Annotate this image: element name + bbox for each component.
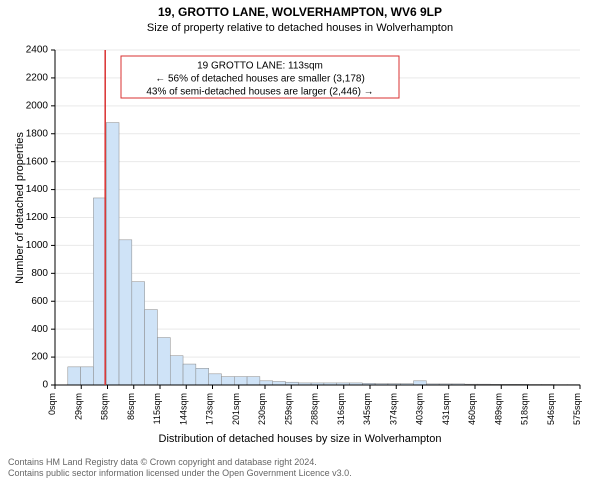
histogram-bar — [273, 382, 286, 385]
x-tick-label: 575sqm — [572, 393, 582, 425]
x-tick-label: 259sqm — [283, 393, 293, 425]
histogram-bar — [196, 368, 209, 385]
x-tick-label: 144sqm — [178, 393, 188, 425]
histogram-bar — [68, 367, 81, 385]
histogram-bar — [234, 377, 247, 385]
y-tick-label: 1000 — [26, 240, 49, 251]
x-tick-label: 58sqm — [100, 393, 110, 420]
footer-line-2: Contains public sector information licen… — [8, 468, 352, 479]
histogram-bar — [209, 374, 222, 385]
y-tick-label: 2400 — [26, 45, 49, 56]
histogram-bar — [81, 367, 94, 385]
x-tick-label: 546sqm — [546, 393, 556, 425]
histogram-bar — [260, 381, 273, 385]
y-tick-label: 1400 — [26, 184, 49, 195]
histogram-bar — [170, 356, 183, 385]
x-tick-label: 489sqm — [493, 393, 503, 425]
x-tick-label: 431sqm — [441, 393, 451, 425]
y-tick-label: 1800 — [26, 128, 49, 139]
x-tick-label: 0sqm — [47, 393, 57, 415]
histogram-bar — [93, 198, 106, 385]
x-tick-label: 460sqm — [467, 393, 477, 425]
histogram-bar — [247, 377, 260, 385]
x-tick-label: 201sqm — [231, 393, 241, 425]
x-tick-label: 29sqm — [73, 393, 83, 420]
x-tick-label: 173sqm — [205, 393, 215, 425]
histogram-bar — [221, 377, 234, 385]
annotation-line: ← 56% of detached houses are smaller (3,… — [155, 74, 365, 85]
x-tick-label: 316sqm — [336, 393, 346, 425]
annotation-line: 43% of semi-detached houses are larger (… — [146, 87, 373, 98]
chart-root: { "header": { "title": "19, GROTTO LANE,… — [0, 0, 600, 500]
histogram-bar — [119, 240, 132, 385]
x-tick-label: 86sqm — [126, 393, 136, 420]
y-tick-label: 400 — [31, 324, 48, 335]
histogram-bar — [183, 364, 196, 385]
x-tick-label: 403sqm — [415, 393, 425, 425]
x-tick-label: 115sqm — [152, 393, 162, 424]
footer-attribution: Contains HM Land Registry data © Crown c… — [8, 457, 352, 480]
x-tick-label: 230sqm — [257, 393, 267, 425]
annotation-line: 19 GROTTO LANE: 113sqm — [197, 61, 323, 72]
y-tick-label: 2000 — [26, 100, 49, 111]
histogram-bar — [414, 381, 427, 385]
x-tick-label: 374sqm — [388, 393, 398, 425]
x-tick-label: 345sqm — [362, 393, 372, 425]
y-tick-label: 1600 — [26, 156, 49, 167]
y-tick-label: 600 — [31, 296, 48, 307]
histogram-bar — [132, 282, 145, 385]
histogram-bar — [106, 123, 119, 385]
histogram-plot: 0 200 400 600 800 1000 1200 1400 1600 1800 2000 220… — [0, 0, 600, 500]
y-tick-label: 0 — [42, 380, 48, 391]
y-tick-label: 800 — [31, 268, 48, 279]
histogram-bar — [157, 338, 170, 385]
y-tick-label: 1200 — [26, 212, 49, 223]
histogram-bar — [145, 310, 158, 385]
y-tick-label: 2200 — [26, 73, 49, 84]
x-tick-label: 518sqm — [520, 393, 530, 425]
y-tick-label: 200 — [31, 352, 48, 363]
x-tick-label: 288sqm — [310, 393, 320, 425]
footer-line-1: Contains HM Land Registry data © Crown c… — [8, 457, 352, 468]
